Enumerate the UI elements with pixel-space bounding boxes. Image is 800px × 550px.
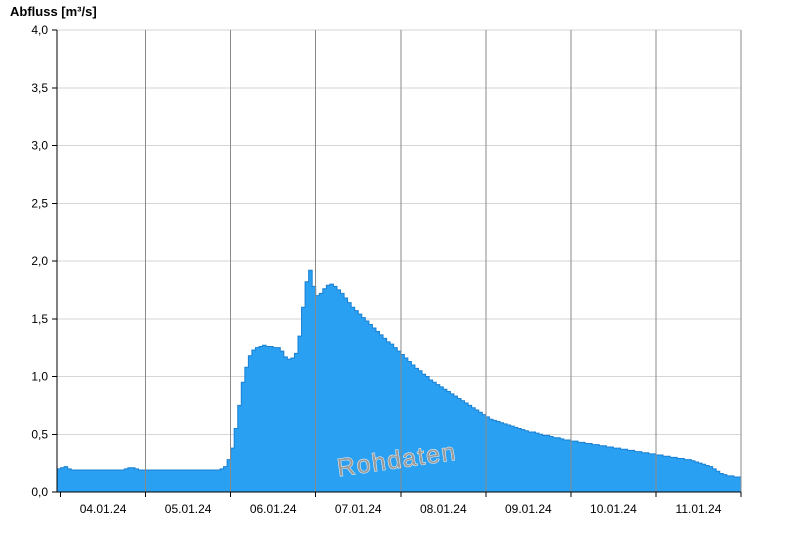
y-tick-label: 1,0 — [31, 370, 48, 384]
x-tick-label: 07.01.24 — [335, 502, 382, 516]
chart-title: Abfluss [m³/s] — [10, 4, 97, 19]
y-tick-label: 1,5 — [31, 312, 48, 326]
x-tick-label: 11.01.24 — [676, 502, 722, 516]
x-tick-label: 10.01.24 — [590, 502, 637, 516]
axes-layer: 0,0 0,5 1,0 1,5 2,0 2,5 3,0 3,5 4,0 04.01.24 05.01… — [31, 23, 742, 516]
series-layer — [57, 269, 741, 492]
x-tick-label: 06.01.24 — [250, 502, 297, 516]
grid-vertical-layer — [145, 30, 742, 492]
y-tick-label: 3,0 — [31, 139, 48, 153]
discharge-line — [57, 269, 741, 478]
x-tick-label: 08.01.24 — [420, 502, 467, 516]
y-tick-label: 3,5 — [31, 81, 48, 95]
y-tick-label: 2,0 — [31, 254, 48, 268]
x-tick-label: 09.01.24 — [505, 502, 552, 516]
discharge-area — [57, 270, 741, 492]
x-tick-label: 04.01.24 — [80, 502, 127, 516]
y-tick-label: 2,5 — [31, 196, 48, 210]
y-tick-label: 4,0 — [31, 23, 48, 37]
y-tick-label: 0,5 — [31, 427, 48, 441]
x-tick-label: 05.01.24 — [165, 502, 212, 516]
y-tick-label: 0,0 — [31, 485, 48, 499]
grid-horizontal-layer — [57, 29, 741, 435]
